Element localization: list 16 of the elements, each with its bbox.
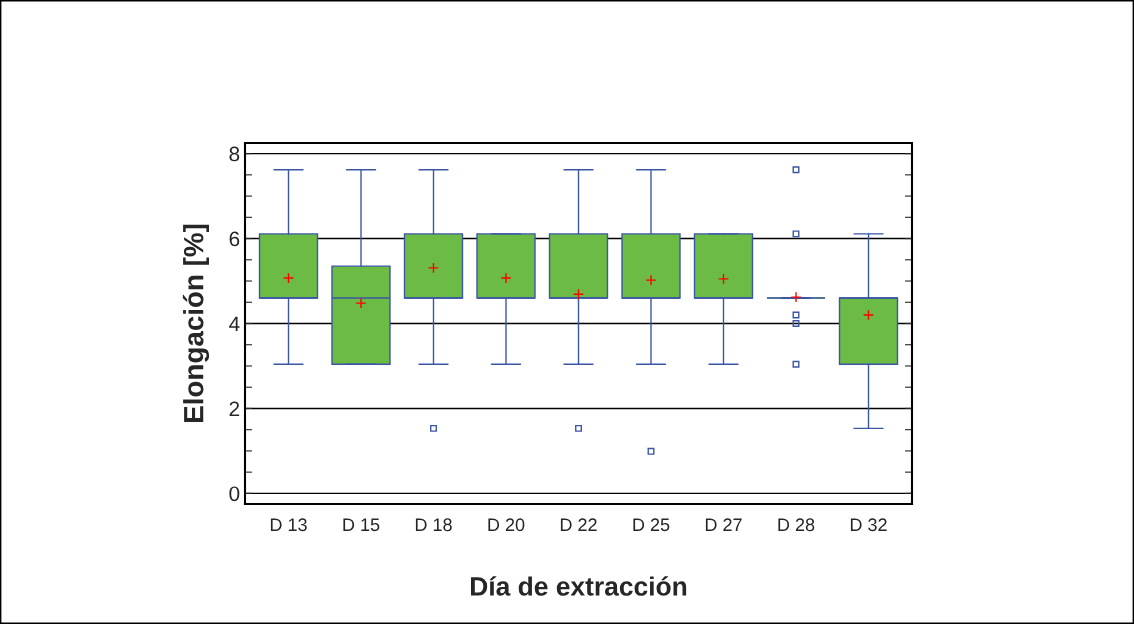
y-tick-label: 2 xyxy=(229,401,240,416)
x-tick-label: D 18 xyxy=(415,518,452,532)
x-axis-title: Día de extracción xyxy=(471,576,687,596)
y-tick-label: 6 xyxy=(229,231,240,247)
y-axis-title: Elongación [%] xyxy=(182,224,210,422)
x-tick-label: D 15 xyxy=(343,518,380,532)
x-tick-label: D 13 xyxy=(270,518,307,532)
x-tick-label: D 32 xyxy=(850,518,887,532)
x-tick-label: D 28 xyxy=(778,518,815,532)
x-tick-label: D 22 xyxy=(560,518,597,531)
y-tick-label: 8 xyxy=(229,146,240,162)
x-tick-label: D 27 xyxy=(705,518,742,531)
y-tick-label: 4 xyxy=(229,316,240,332)
x-tick-label: D 25 xyxy=(633,518,670,532)
x-tick-label: D 20 xyxy=(488,518,525,532)
y-tick-label: 0 xyxy=(229,486,240,502)
